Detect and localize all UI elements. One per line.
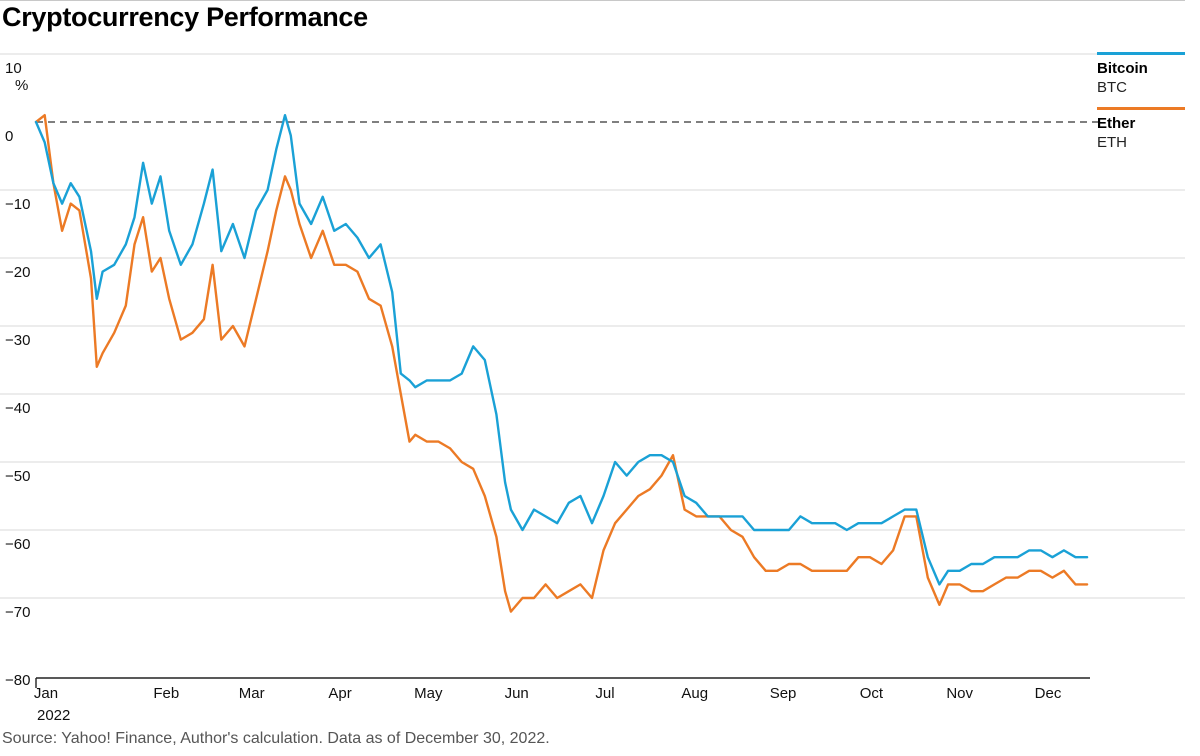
x-tick-label: Apr [328,685,351,702]
legend-swatch-ether [1097,107,1185,110]
legend-name-ether: Ether [1097,115,1136,132]
x-tick-label: May [414,685,443,702]
x-tick-label: Sep [770,685,797,702]
y-tick-label: 0 [5,128,13,145]
y-tick-label: −40 [5,400,30,417]
series-line-bitcoin [34,114,1089,586]
x-tick-label: Nov [946,685,973,702]
x-tick-label: Jun [505,685,529,702]
top-rule [0,0,1185,1]
y-tick-label: −60 [5,536,30,553]
y-tick-labels: 10 0 −10 −20 −30 −40 −50 −60 −70 −80% [5,60,30,689]
y-unit-label: % [15,77,28,94]
legend-name-bitcoin: Bitcoin [1097,60,1148,77]
y-tick-label: 10 [5,60,22,77]
x-tick-label: Aug [681,685,708,702]
series-layer [34,114,1089,613]
x-tick-label: Oct [860,685,884,702]
x-tick-labels: Jan Feb Mar Apr May Jun Jul Aug Sep Oct Nov Dec 2022 [34,685,1062,724]
legend-swatch-bitcoin [1097,52,1185,55]
legend-item-ether: Ether ETH [1097,107,1185,152]
chart-title: Cryptocurrency Performance [2,2,368,32]
y-tick-label: −50 [5,468,30,485]
y-tick-label: −70 [5,604,30,621]
legend-item-bitcoin: Bitcoin BTC [1097,52,1185,97]
legend: Bitcoin BTC Ether ETH [1097,52,1185,162]
legend-ticker-bitcoin: BTC [1097,79,1127,96]
x-tick-label: Dec [1035,685,1062,702]
y-tick-label: −10 [5,196,30,213]
y-tick-label: −80 [5,672,30,689]
x-tick-label: Jul [595,685,614,702]
x-tick-label: Mar [239,685,265,702]
x-tick-label: Jan [34,685,58,702]
x-year-label: 2022 [37,707,70,724]
y-tick-label: −20 [5,264,30,281]
x-tick-label: Feb [153,685,179,702]
legend-ticker-ether: ETH [1097,134,1127,151]
y-tick-label: −30 [5,332,30,349]
series-line-ether [34,114,1089,613]
source-note: Source: Yahoo! Finance, Author's calcula… [2,730,550,747]
